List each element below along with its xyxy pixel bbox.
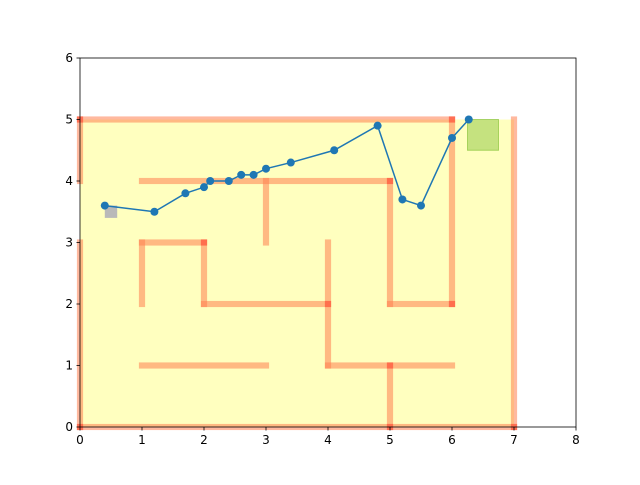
wall-joint: [386, 362, 394, 369]
x-tick-label: 4: [324, 433, 332, 447]
path-layer: [100, 115, 473, 216]
y-tick-label: 1: [65, 359, 73, 373]
y-tick-label: 0: [65, 420, 73, 434]
x-tick-label: 5: [386, 433, 394, 447]
wall-joint: [386, 177, 394, 185]
path-point: [150, 207, 159, 216]
path-point: [417, 201, 425, 210]
path-point: [206, 177, 215, 185]
y-axis: 0 1 2 3 4 5 6: [65, 51, 80, 434]
path-point: [200, 183, 208, 192]
path-point: [330, 146, 339, 155]
path-point: [262, 164, 270, 173]
x-tick-label: 3: [262, 433, 270, 447]
x-tick-label: 8: [572, 433, 580, 447]
regions-layer: [104, 119, 499, 218]
maze-wall: [510, 116, 518, 431]
x-axis: 0 1 2 3 4 5 6 7 8: [76, 427, 580, 447]
maze-floor: [80, 119, 514, 427]
maze-wall: [448, 116, 456, 308]
x-tick-label: 0: [76, 433, 84, 447]
path-point: [373, 121, 382, 130]
path-line: [104, 118, 470, 213]
maze-wall: [138, 239, 208, 246]
maze-wall: [200, 239, 208, 308]
path-point: [448, 133, 456, 142]
path-point: [100, 201, 109, 210]
path-point: [237, 170, 246, 179]
maze-floor-layer: [80, 119, 514, 427]
path-point: [181, 189, 190, 198]
y-tick-label: 2: [65, 297, 73, 311]
maze-wall: [386, 300, 456, 308]
maze-wall: [262, 177, 270, 246]
maze-wall: [386, 177, 394, 308]
path-point: [464, 115, 473, 124]
wall-joint: [324, 300, 332, 308]
path-point: [249, 170, 258, 179]
y-tick-label: 6: [65, 51, 73, 65]
wall-joint: [200, 239, 208, 246]
start-region: [104, 205, 118, 218]
y-tick-label: 4: [65, 174, 73, 188]
x-tick-label: 1: [138, 433, 146, 447]
x-tick-label: 2: [200, 433, 208, 447]
y-tick-label: 3: [65, 236, 73, 250]
y-tick-label: 5: [65, 113, 73, 127]
x-tick-label: 7: [510, 433, 518, 447]
maze-wall: [386, 362, 394, 431]
path-point: [398, 195, 407, 204]
path-point: [224, 177, 233, 185]
goal-region: [467, 119, 499, 151]
path-point: [286, 158, 295, 167]
maze-wall: [138, 239, 146, 308]
maze-wall: [76, 116, 456, 123]
maze-wall: [200, 300, 332, 308]
maze-wall: [138, 362, 270, 369]
wall-joint: [448, 116, 456, 123]
x-tick-label: 6: [448, 433, 456, 447]
maze-wall: [324, 239, 332, 369]
wall-joint: [448, 300, 456, 308]
